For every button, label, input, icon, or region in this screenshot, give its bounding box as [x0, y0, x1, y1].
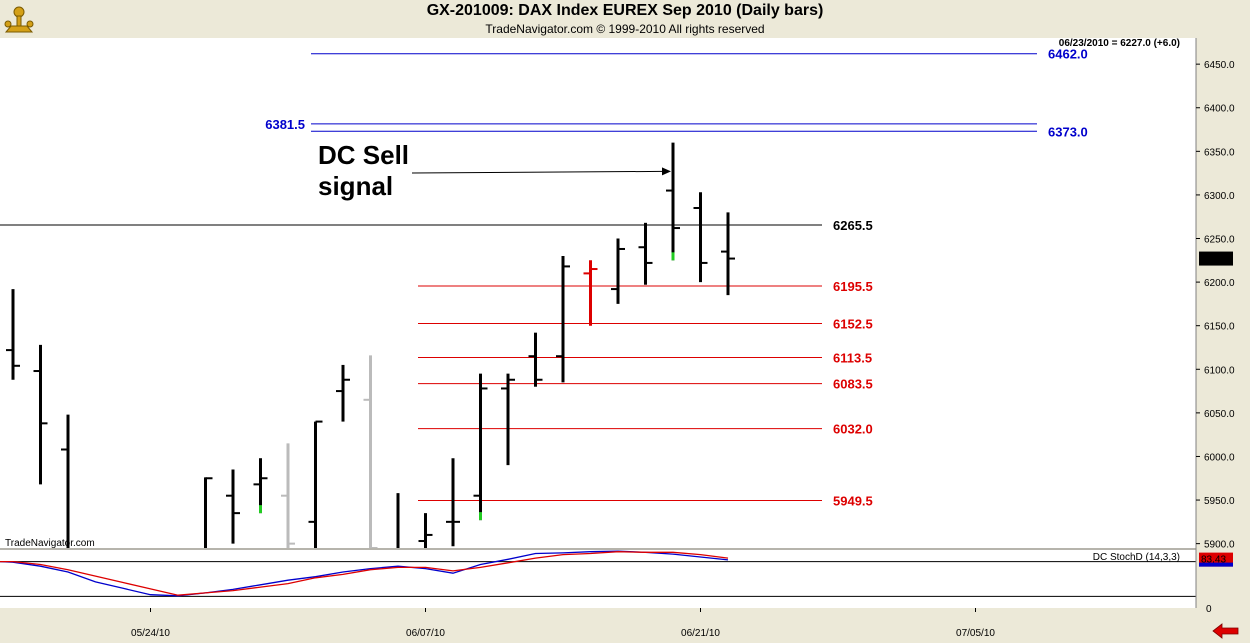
price-bar: [473, 373, 488, 521]
price-panel: 6462.0 6381.5 6373.0 6265.5 6195.5 6152.5 6113…: [0, 38, 1196, 549]
price-bar: [611, 238, 625, 304]
indicator-value-box-blue: [1199, 562, 1233, 567]
price-bar: [396, 493, 400, 548]
x-tick-label: 05/24/10: [131, 628, 170, 639]
price-bar: [721, 212, 735, 296]
y-tick-label: 6150.0: [1204, 322, 1235, 333]
chart-title: GX-201009: DAX Index EUREX Sep 2010 (Dai…: [426, 2, 824, 19]
price-bar: [226, 469, 240, 544]
price-chart[interactable]: 6462.0 6381.5 6373.0 6265.5 6195.5 6152.5 6113…: [0, 38, 1250, 643]
price-bar: [418, 513, 433, 548]
annotation-line-1: DC Sell: [318, 140, 409, 170]
x-tick-label: 06/21/10: [681, 628, 720, 639]
annotation-line-2: signal: [318, 171, 393, 201]
price-bar: [253, 458, 268, 514]
price-bar: [666, 142, 680, 261]
price-plot-area: [0, 38, 1196, 548]
indicator-panel: DC StochD (14,3,3): [0, 550, 1196, 608]
price-bar: [6, 289, 20, 380]
indicator-tick-label: 0: [1206, 604, 1212, 615]
last-price-box: [1199, 251, 1233, 266]
price-bar: [528, 332, 543, 387]
price-bar: [33, 344, 48, 485]
axes: 5900.0 5950.0 6000.0 6050.0 6100.0 6150.0 6200…: [0, 38, 1250, 643]
level-label: 6195.5: [833, 279, 873, 294]
y-tick-label: 6450.0: [1204, 60, 1235, 71]
trade-navigator-logo-icon: [2, 2, 36, 36]
x-tick-label: 06/07/10: [406, 628, 445, 639]
indicator-plot-area: [0, 550, 1196, 608]
x-axis-strip: [0, 608, 1250, 643]
y-tick-label: 5950.0: [1204, 496, 1235, 507]
y-tick-label: 6000.0: [1204, 452, 1235, 463]
indicator-name: DC StochD (14,3,3): [1093, 552, 1180, 563]
x-tick-label: 07/05/10: [956, 628, 995, 639]
y-tick-label: 6350.0: [1204, 147, 1235, 158]
y-tick-label: 6300.0: [1204, 191, 1235, 202]
annotation-arrowhead: [662, 167, 671, 176]
level-label: 6032.0: [833, 422, 873, 437]
price-bar: [638, 222, 653, 285]
y-axis-strip: [1196, 38, 1250, 643]
price-bar: [693, 192, 708, 283]
watermark-label: TradeNavigator.com: [5, 538, 95, 549]
price-bar: [363, 355, 378, 548]
annotation-arrow: [411, 170, 664, 174]
indicator-value-label: 83.43: [1201, 555, 1226, 566]
chart-header: GX-201009: DAX Index EUREX Sep 2010 (Dai…: [0, 0, 1250, 38]
price-bar: [336, 364, 350, 422]
price-bar: [61, 414, 70, 548]
y-tick-label: 6100.0: [1204, 365, 1235, 376]
y-tick-label: 5900.0: [1204, 540, 1235, 551]
y-tick-label: 6400.0: [1204, 104, 1235, 115]
price-bar: [446, 458, 460, 547]
level-label: 6381.5: [265, 117, 305, 132]
price-bar: [204, 477, 213, 548]
level-label: 6083.5: [833, 377, 873, 392]
stoch-line-blue: [0, 550, 729, 597]
level-label: 6152.5: [833, 317, 873, 332]
last-price-label: 6227.0: [1201, 255, 1232, 266]
scroll-left-arrow-icon[interactable]: [1212, 623, 1239, 639]
price-bar: [583, 260, 598, 326]
level-label: 6113.5: [833, 351, 872, 366]
y-tick-label: 6250.0: [1204, 235, 1235, 246]
price-marks: 6462.0 6381.5 6373.0 6265.5 6195.5 6152.5 6113…: [0, 47, 1088, 548]
info-readout: 06/23/2010 = 6227.0 (+6.0): [1059, 38, 1180, 49]
y-tick-label: 6050.0: [1204, 409, 1235, 420]
stoch-line-red: [0, 551, 729, 596]
level-label: 6373.0: [1048, 124, 1088, 139]
level-label: 6265.5: [833, 218, 873, 233]
y-tick-label: 6200.0: [1204, 278, 1235, 289]
level-label: 6462.0: [1048, 47, 1088, 62]
price-bar: [556, 255, 570, 383]
price-bar: [281, 443, 295, 548]
chart-subtitle: TradeNavigator.com © 1999-2010 All right…: [485, 22, 765, 36]
price-bar: [308, 420, 323, 548]
price-bar: [501, 373, 515, 466]
level-label: 5949.5: [833, 493, 873, 508]
